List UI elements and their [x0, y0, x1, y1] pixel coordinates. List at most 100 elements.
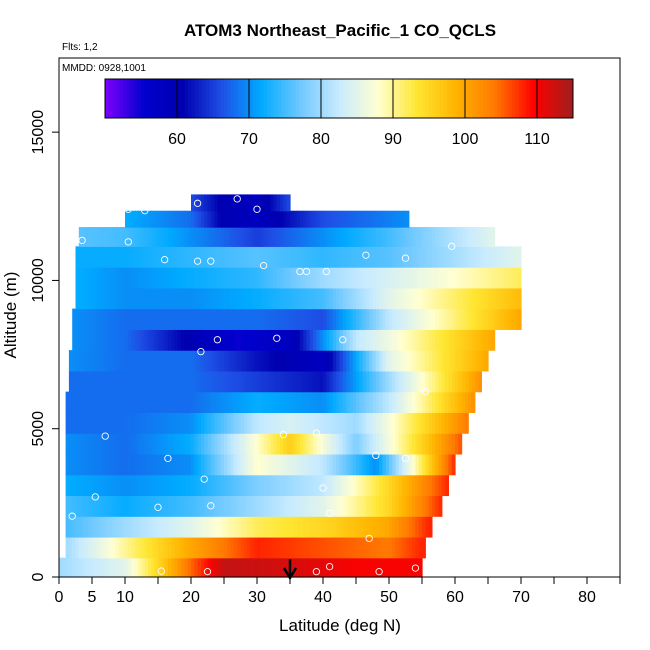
heatmap-cell [441, 267, 446, 289]
heatmap-cell [161, 433, 166, 455]
heatmap-cell [111, 516, 116, 538]
heatmap-cell [167, 210, 172, 228]
heatmap-cell [78, 433, 83, 455]
heatmap-cell [260, 516, 265, 538]
heatmap-cell [306, 453, 311, 476]
heatmap-cell [233, 194, 238, 212]
heatmap-cell [105, 350, 110, 372]
heatmap-cell [326, 329, 331, 351]
heatmap-cell [250, 474, 255, 497]
colorbar-tick-label: 70 [240, 131, 258, 148]
x-tick-label: 60 [446, 589, 464, 606]
heatmap-cell [514, 246, 519, 268]
heatmap-cell [200, 267, 205, 289]
sample-point [312, 429, 321, 437]
heatmap-cell [161, 308, 166, 330]
colorbar-cell [317, 79, 322, 118]
heatmap-cell [389, 391, 393, 413]
heatmap-cell [379, 210, 383, 228]
heatmap-cell [75, 516, 80, 538]
heatmap-cell [210, 495, 215, 517]
heatmap-cell [230, 412, 235, 434]
sample-point [154, 503, 162, 511]
heatmap-cell [270, 391, 275, 413]
heatmap-cell [484, 329, 489, 351]
heatmap-cell [418, 246, 423, 268]
heatmap-cell [253, 308, 258, 330]
heatmap-cell [78, 227, 83, 247]
x-tick-label: 70 [512, 589, 530, 606]
heatmap-cell [392, 453, 397, 476]
heatmap-cell [336, 391, 341, 413]
heatmap-cell [435, 433, 440, 455]
heatmap-cell [237, 308, 242, 330]
heatmap-cell [125, 308, 129, 330]
heatmap-cell [319, 210, 324, 228]
colorbar-cell [202, 79, 207, 118]
heatmap-cell [336, 433, 341, 455]
heatmap-cell [191, 474, 195, 497]
heatmap-cell [171, 453, 176, 476]
heatmap-cell [95, 536, 100, 559]
heatmap-cell [395, 329, 400, 351]
arrow-head [282, 567, 298, 581]
heatmap-cell [507, 308, 512, 330]
heatmap-cell [276, 329, 281, 351]
heatmap-cell [283, 194, 288, 212]
heatmap-cell [167, 329, 172, 351]
heatmap-cell [336, 370, 341, 393]
heatmap-cell [105, 227, 110, 247]
colorbar-cell [515, 79, 520, 118]
heatmap-cell [161, 329, 166, 351]
heatmap-cell [445, 308, 449, 330]
heatmap-cell [253, 474, 258, 497]
heatmap-cell [144, 267, 149, 289]
heatmap-cell [309, 227, 314, 247]
heatmap-cell [329, 370, 334, 393]
heatmap-cell [260, 350, 265, 372]
heatmap-cell [237, 210, 242, 228]
heatmap-cell [316, 267, 321, 289]
heatmap-cell [144, 557, 149, 578]
heatmap-cell [111, 391, 116, 413]
heatmap-cell [230, 210, 235, 228]
heatmap-cell [309, 453, 314, 476]
heatmap-cell [372, 412, 377, 434]
heatmap-cell [385, 495, 390, 517]
heatmap-cell [257, 391, 261, 413]
colorbar-cell [346, 79, 351, 118]
heatmap-cell [303, 433, 308, 455]
colorbar-cell [443, 79, 448, 118]
heatmap-cell [210, 246, 215, 268]
heatmap-cell [514, 267, 519, 289]
heatmap-cell [379, 287, 383, 310]
colorbar-cell [231, 79, 236, 118]
heatmap-cell [151, 227, 156, 247]
heatmap-cell [237, 453, 242, 476]
heatmap-cell [471, 227, 476, 247]
heatmap-cell [177, 370, 182, 393]
heatmap-cell [372, 557, 377, 578]
heatmap-cell [455, 246, 459, 268]
heatmap-cell [316, 391, 321, 413]
heatmap-cell [451, 287, 456, 310]
heatmap-cell [428, 329, 433, 351]
heatmap-cell [464, 267, 469, 289]
heatmap-cell [194, 516, 199, 538]
heatmap-cell [220, 495, 225, 517]
heatmap-cell [164, 495, 169, 517]
heatmap-cell [227, 210, 232, 228]
heatmap-cell [78, 370, 83, 393]
heatmap-cell [445, 227, 449, 247]
heatmap-cell [286, 370, 291, 393]
heatmap-cell [171, 474, 176, 497]
heatmap-cell [395, 350, 400, 372]
heatmap-cell [402, 412, 407, 434]
heatmap-row [125, 210, 410, 228]
heatmap-cell [197, 433, 202, 455]
heatmap-cell [85, 350, 90, 372]
heatmap-cell [356, 350, 360, 372]
heatmap-cell [257, 350, 261, 372]
heatmap-cell [237, 350, 242, 372]
heatmap-cell [167, 433, 172, 455]
